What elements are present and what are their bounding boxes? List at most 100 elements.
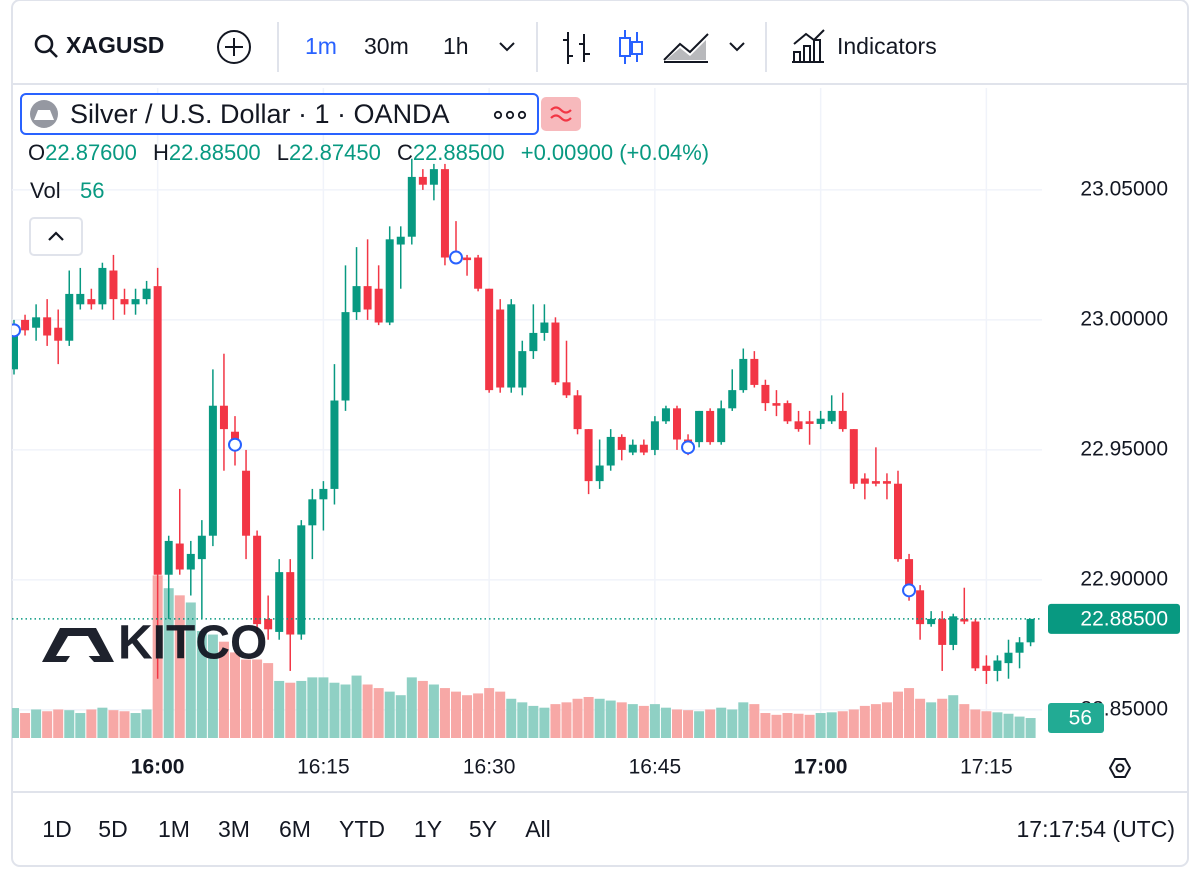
volume-bar [296, 680, 307, 738]
candle-body [617, 436, 626, 450]
volume-bar [804, 714, 815, 738]
volume-badge [1048, 703, 1104, 734]
volume-bar [362, 684, 373, 738]
axes: 22.8500022.9000022.9500023.0000023.05000… [131, 177, 1180, 779]
candle-body [551, 322, 560, 383]
volume-bar [428, 684, 439, 738]
candle-body [628, 444, 637, 453]
range-button[interactable]: 5Y [469, 816, 497, 842]
volume-bar [583, 696, 594, 738]
range-button[interactable]: All [525, 816, 551, 842]
candle-body [76, 293, 85, 305]
volume-bar [75, 713, 86, 738]
candle-body [352, 286, 361, 313]
candle-body [706, 410, 715, 443]
interval[interactable]: 30m [364, 33, 409, 59]
candle-body [695, 410, 704, 443]
range-button[interactable]: YTD [339, 816, 385, 842]
candle-body [540, 322, 549, 333]
bars-style[interactable] [563, 32, 590, 64]
volume-bar [705, 709, 716, 738]
volume-bar [881, 702, 892, 738]
volume-bar [42, 711, 53, 738]
candle-body [761, 384, 770, 404]
volume-bar [672, 709, 682, 738]
candle-body [197, 535, 206, 560]
symbol-box[interactable] [20, 93, 539, 135]
volume-bar [495, 691, 506, 738]
candle-body [374, 288, 383, 323]
candle-body [639, 444, 648, 453]
candle-body [728, 390, 737, 409]
volume-bar [196, 631, 207, 738]
volume-bar [451, 691, 461, 738]
candle-body [109, 270, 118, 300]
volume-bar [594, 698, 605, 738]
volume-bar [848, 709, 859, 738]
price-badge-label: 22.88500 [1080, 607, 1168, 630]
candle-body [164, 540, 173, 575]
candles-style[interactable] [619, 30, 643, 64]
volume-bar [981, 711, 992, 738]
y-tick-label: 22.95000 [1080, 437, 1168, 460]
symbol-search[interactable]: XAGUSD [34, 32, 164, 58]
candle-body [54, 327, 63, 341]
volume-bar [948, 695, 959, 738]
volume-bar [649, 704, 660, 738]
alert-badge[interactable] [541, 97, 581, 131]
range-button[interactable]: 1D [42, 816, 71, 842]
candle-body [120, 299, 129, 305]
volume-bar [793, 713, 804, 738]
vol-value: 56 [80, 178, 104, 203]
axis-settings[interactable] [1108, 758, 1132, 778]
volume-bar [937, 698, 948, 738]
candle-body [142, 288, 151, 300]
volume-bar [252, 659, 263, 738]
volume-bar [605, 700, 616, 738]
volume-bar [174, 595, 185, 738]
volume-badge-label: 56 [1069, 707, 1092, 730]
range-button[interactable]: 5D [98, 816, 127, 842]
volume-bar [959, 704, 970, 738]
volume-bar [517, 702, 528, 738]
volume-bar [329, 682, 340, 738]
more-button[interactable] [493, 110, 527, 120]
toolbar: XAGUSD 1m 30m 1h Indicators [34, 22, 937, 72]
collapse-button[interactable] [29, 217, 83, 256]
candle-body [186, 553, 195, 570]
x-tick-label: 16:00 [131, 756, 185, 779]
range-button[interactable]: 1M [158, 816, 190, 842]
volume-bar [1014, 716, 1025, 738]
interval-menu[interactable] [499, 42, 515, 52]
interval[interactable]: 1h [443, 33, 469, 59]
candle-body [816, 418, 825, 424]
interval[interactable]: 1m [305, 33, 337, 59]
candle-body [98, 267, 107, 305]
style-menu[interactable] [729, 42, 745, 52]
volume-bar [771, 714, 782, 738]
volume-bar [285, 682, 296, 738]
candle-body [650, 421, 659, 450]
range-button[interactable]: 6M [279, 816, 311, 842]
area-style[interactable] [663, 33, 709, 63]
compare-button[interactable] [217, 30, 251, 64]
candle-body [882, 481, 891, 484]
volume-bar [141, 709, 152, 738]
x-tick-label: 16:45 [629, 756, 682, 779]
volume-bar [859, 705, 870, 738]
ohlc-label: H [153, 140, 169, 165]
volume-bar [64, 710, 75, 738]
volume-bar [782, 713, 793, 738]
range-button[interactable]: 3M [218, 816, 250, 842]
volume-bar [12, 708, 19, 738]
volume-bar [384, 691, 395, 738]
candle-body [960, 618, 969, 622]
volume-bar [694, 711, 705, 738]
candle-body [396, 236, 405, 245]
range-button[interactable]: 1Y [414, 816, 442, 842]
candle-body [131, 299, 140, 305]
volume-bar [738, 702, 749, 738]
indicators-button[interactable]: Indicators [792, 29, 937, 63]
volume-bar [263, 663, 274, 738]
candle-body [661, 408, 670, 422]
